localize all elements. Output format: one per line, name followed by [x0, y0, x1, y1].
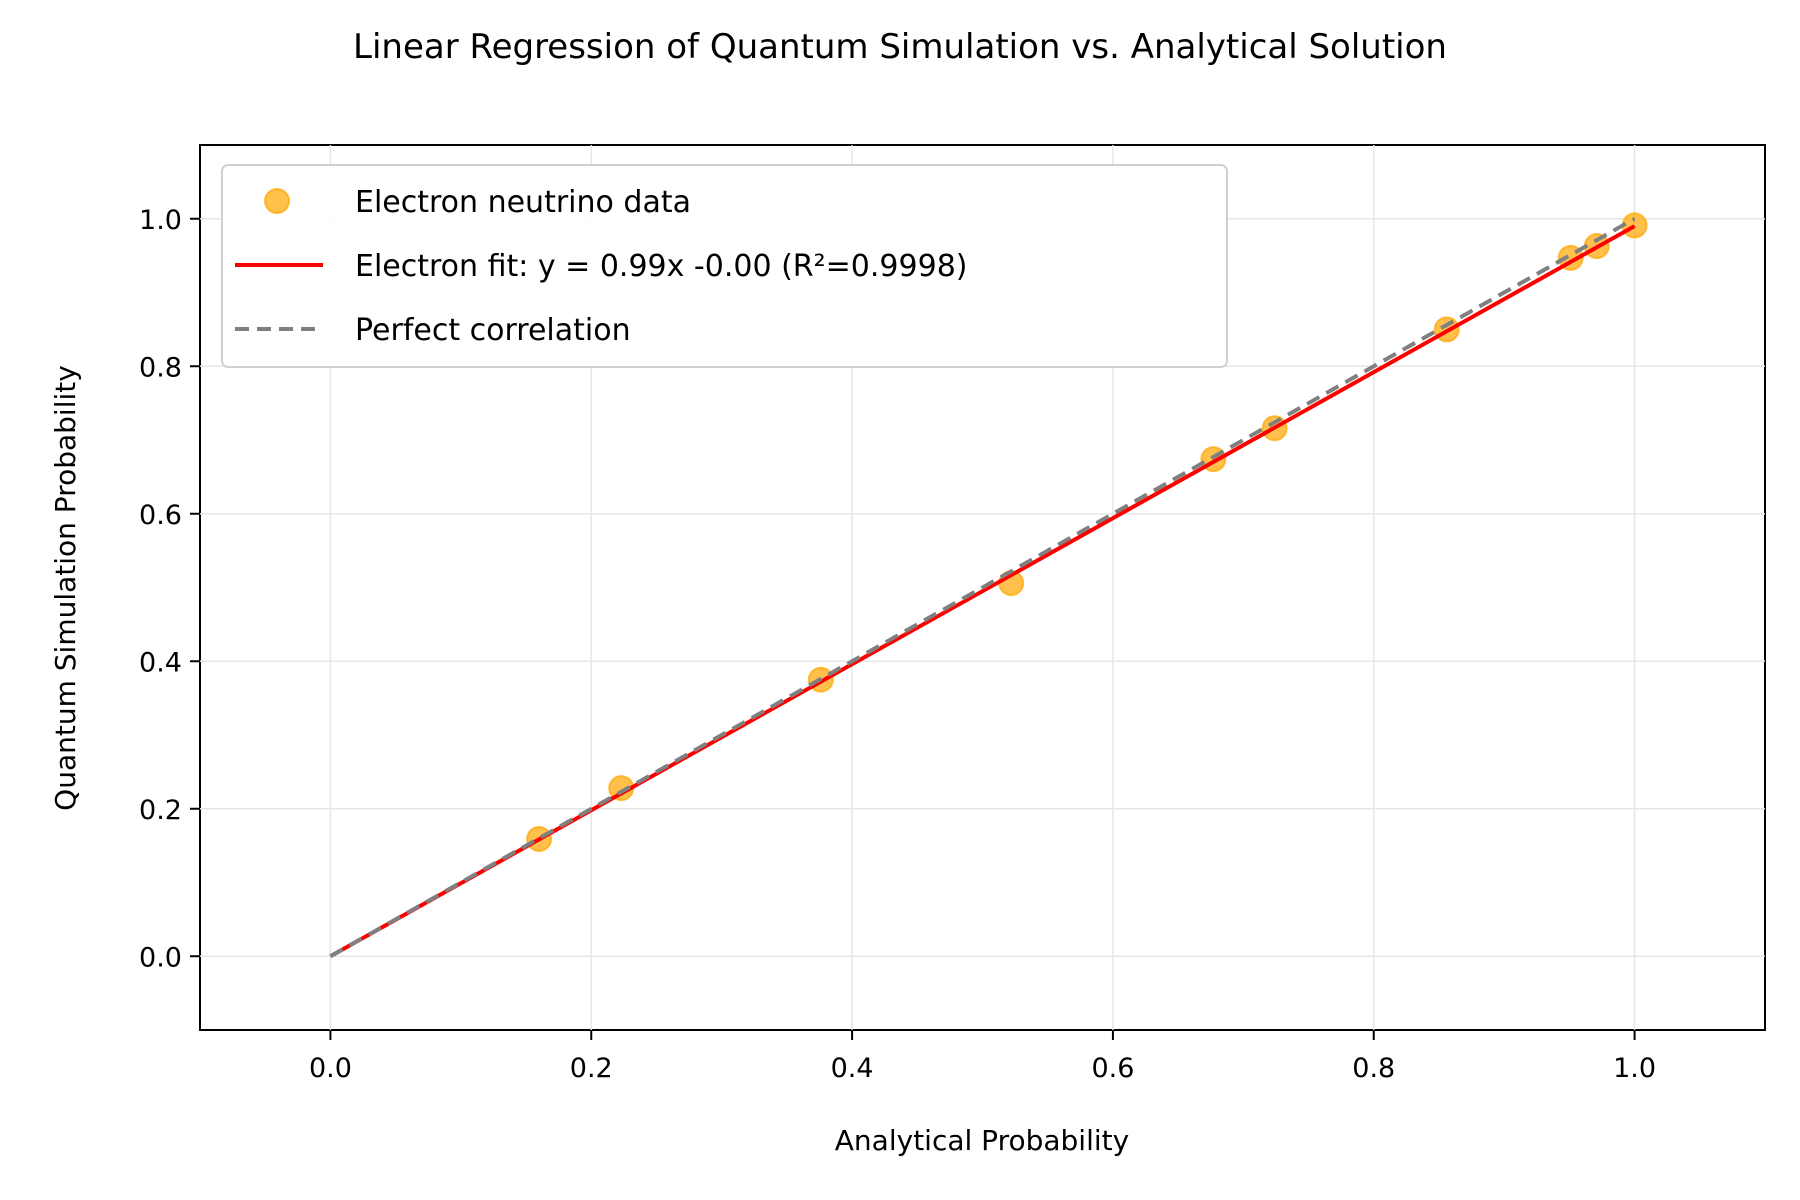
legend: Electron neutrino data Electron fit: y =… — [221, 164, 1228, 368]
x-axis-ticks: 0.0 0.2 0.4 0.6 0.8 1.0 — [309, 1030, 1656, 1084]
x-axis-label: Analytical Probability — [835, 1124, 1129, 1157]
y-tick-label: 0.2 — [139, 795, 182, 826]
series-layer — [329, 212, 1648, 958]
y-axis-ticks: 0.0 0.2 0.4 0.6 0.8 1.0 — [139, 205, 200, 973]
x-tick-label: 0.4 — [831, 1053, 874, 1084]
legend-item-fit: Electron fit: y = 0.99x -0.00 (R²=0.9998… — [235, 249, 967, 284]
legend-item-perfect: Perfect correlation — [235, 313, 631, 348]
legend-label-data: Electron neutrino data — [355, 185, 691, 220]
legend-box — [221, 164, 1228, 368]
legend-item-data: Electron neutrino data — [264, 185, 691, 220]
perfect-correlation-line — [329, 217, 1636, 958]
x-tick-label: 0.0 — [309, 1053, 352, 1084]
y-tick-label: 1.0 — [139, 205, 182, 236]
y-tick-label: 0.0 — [139, 942, 182, 973]
chart-title: Linear Regression of Quantum Simulation … — [353, 27, 1447, 67]
legend-label-perfect: Perfect correlation — [355, 313, 631, 348]
x-tick-label: 0.2 — [570, 1053, 613, 1084]
y-tick-label: 0.8 — [139, 352, 182, 383]
y-tick-label: 0.6 — [139, 500, 182, 531]
legend-label-fit: Electron fit: y = 0.99x -0.00 (R²=0.9998… — [355, 249, 967, 284]
x-tick-label: 1.0 — [1613, 1053, 1656, 1084]
y-axis-label: Quantum Simulation Probability — [49, 365, 82, 811]
legend-marker-data — [264, 188, 290, 214]
x-tick-label: 0.6 — [1091, 1053, 1134, 1084]
x-tick-label: 0.8 — [1352, 1053, 1395, 1084]
y-tick-label: 0.4 — [139, 647, 182, 678]
